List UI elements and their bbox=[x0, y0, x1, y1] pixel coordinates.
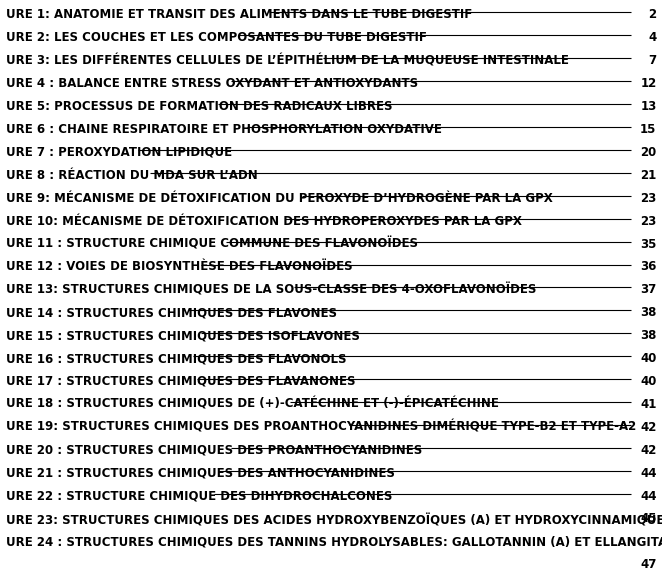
Text: 2: 2 bbox=[648, 9, 657, 21]
Text: URE 15 : STRUCTURES CHIMIQUES DES ISOFLAVONES: URE 15 : STRUCTURES CHIMIQUES DES ISOFLA… bbox=[5, 329, 359, 342]
Text: URE 10: MÉCANISME DE DÉTOXIFICATION DES HYDROPEROXYDES PAR LA GPX: URE 10: MÉCANISME DE DÉTOXIFICATION DES … bbox=[5, 215, 522, 228]
Text: URE 4 : BALANCE ENTRE STRESS OXYDANT ET ANTIOXYDANTS: URE 4 : BALANCE ENTRE STRESS OXYDANT ET … bbox=[5, 77, 418, 90]
Text: 35: 35 bbox=[640, 237, 657, 250]
Text: URE 14 : STRUCTURES CHIMIQUES DES FLAVONES: URE 14 : STRUCTURES CHIMIQUES DES FLAVON… bbox=[5, 306, 336, 319]
Text: URE 13: STRUCTURES CHIMIQUES DE LA SOUS-CLASSE DES 4-OXOFLAVONOÏDES: URE 13: STRUCTURES CHIMIQUES DE LA SOUS-… bbox=[5, 283, 536, 296]
Text: URE 18 : STRUCTURES CHIMIQUES DE (+)-CATÉCHINE ET (-)-ÉPICATÉCHINE: URE 18 : STRUCTURES CHIMIQUES DE (+)-CAT… bbox=[5, 398, 498, 411]
Text: URE 12 : VOIES DE BIOSYNTHÈSE DES FLAVONOÏDES: URE 12 : VOIES DE BIOSYNTHÈSE DES FLAVON… bbox=[5, 261, 352, 274]
Text: URE 18 : STRUCTURES CHIMIQUES DE (+)-CATÉCHINE ET (-)-ÉPICATÉCHINE: URE 18 : STRUCTURES CHIMIQUES DE (+)-CAT… bbox=[5, 398, 498, 411]
Text: URE 11 : STRUCTURE CHIMIQUE COMMUNE DES FLAVONOÏDES: URE 11 : STRUCTURE CHIMIQUE COMMUNE DES … bbox=[5, 237, 418, 250]
Text: URE 5: PROCESSUS DE FORMATION DES RADICAUX LIBRES: URE 5: PROCESSUS DE FORMATION DES RADICA… bbox=[5, 100, 392, 113]
Text: URE 16 : STRUCTURES CHIMIQUES DES FLAVONOLS: URE 16 : STRUCTURES CHIMIQUES DES FLAVON… bbox=[5, 352, 346, 365]
Text: URE 7 : PEROXYDATION LIPIDIQUE: URE 7 : PEROXYDATION LIPIDIQUE bbox=[5, 146, 232, 159]
Text: 42: 42 bbox=[640, 444, 657, 457]
Text: 40: 40 bbox=[640, 352, 657, 365]
Text: URE 1: ANATOMIE ET TRANSIT DES ALIMENTS DANS LE TUBE DIGESTIF: URE 1: ANATOMIE ET TRANSIT DES ALIMENTS … bbox=[5, 9, 472, 21]
Text: URE 2: LES COUCHES ET LES COMPOSANTES DU TUBE DIGESTIF: URE 2: LES COUCHES ET LES COMPOSANTES DU… bbox=[5, 31, 426, 44]
Text: URE 24 : STRUCTURES CHIMIQUES DES TANNINS HYDROLYSABLES: GALLOTANNIN (A) ET ELLA: URE 24 : STRUCTURES CHIMIQUES DES TANNIN… bbox=[5, 535, 662, 549]
Text: URE 16 : STRUCTURES CHIMIQUES DES FLAVONOLS: URE 16 : STRUCTURES CHIMIQUES DES FLAVON… bbox=[5, 352, 346, 365]
Text: 47: 47 bbox=[640, 558, 657, 569]
Text: URE 9: MÉCANISME DE DÉTOXIFICATION DU PEROXYDE D’HYDROGÈNE PAR LA GPX: URE 9: MÉCANISME DE DÉTOXIFICATION DU PE… bbox=[5, 192, 552, 205]
Text: URE 3: LES DIFFÉRENTES CELLULES DE L’ÉPITHÉLIUM DE LA MUQUEUSE INTESTINALE: URE 3: LES DIFFÉRENTES CELLULES DE L’ÉPI… bbox=[5, 54, 569, 67]
Text: 38: 38 bbox=[640, 306, 657, 319]
Text: 36: 36 bbox=[640, 261, 657, 274]
Text: URE 19: STRUCTURES CHIMIQUES DES PROANTHOCYANIDINES DIMÉRIQUE TYPE-B2 ET TYPE-A2: URE 19: STRUCTURES CHIMIQUES DES PROANTH… bbox=[5, 421, 636, 434]
Text: 41: 41 bbox=[640, 398, 657, 411]
Text: 42: 42 bbox=[640, 421, 657, 434]
Text: URE 8 : RÉACTION DU MDA SUR L’ADN: URE 8 : RÉACTION DU MDA SUR L’ADN bbox=[5, 169, 258, 182]
Text: 38: 38 bbox=[640, 329, 657, 342]
Text: 23: 23 bbox=[640, 215, 657, 228]
Text: URE 22 : STRUCTURE CHIMIQUE DES DIHYDROCHALCONES: URE 22 : STRUCTURE CHIMIQUE DES DIHYDROC… bbox=[5, 489, 392, 502]
Text: URE 9: MÉCANISME DE DÉTOXIFICATION DU PEROXYDE D’HYDROGÈNE PAR LA GPX: URE 9: MÉCANISME DE DÉTOXIFICATION DU PE… bbox=[5, 192, 552, 205]
Text: URE 6 : CHAINE RESPIRATOIRE ET PHOSPHORYLATION OXYDATIVE: URE 6 : CHAINE RESPIRATOIRE ET PHOSPHORY… bbox=[5, 123, 442, 136]
Text: URE 21 : STRUCTURES CHIMIQUES DES ANTHOCYANIDINES: URE 21 : STRUCTURES CHIMIQUES DES ANTHOC… bbox=[5, 467, 395, 480]
Text: 13: 13 bbox=[640, 100, 657, 113]
Text: 7: 7 bbox=[648, 54, 657, 67]
Text: URE 21 : STRUCTURES CHIMIQUES DES ANTHOCYANIDINES: URE 21 : STRUCTURES CHIMIQUES DES ANTHOC… bbox=[5, 467, 395, 480]
Text: 44: 44 bbox=[640, 489, 657, 502]
Text: URE 22 : STRUCTURE CHIMIQUE DES DIHYDROCHALCONES: URE 22 : STRUCTURE CHIMIQUE DES DIHYDROC… bbox=[5, 489, 392, 502]
Text: URE 17 : STRUCTURES CHIMIQUES DES FLAVANONES: URE 17 : STRUCTURES CHIMIQUES DES FLAVAN… bbox=[5, 375, 355, 388]
Text: URE 11 : STRUCTURE CHIMIQUE COMMUNE DES FLAVONOÏDES: URE 11 : STRUCTURE CHIMIQUE COMMUNE DES … bbox=[5, 237, 418, 250]
Text: 12: 12 bbox=[640, 77, 657, 90]
Text: 15: 15 bbox=[640, 123, 657, 136]
Text: URE 12 : VOIES DE BIOSYNTHÈSE DES FLAVONOÏDES: URE 12 : VOIES DE BIOSYNTHÈSE DES FLAVON… bbox=[5, 261, 352, 274]
Text: URE 10: MÉCANISME DE DÉTOXIFICATION DES HYDROPEROXYDES PAR LA GPX: URE 10: MÉCANISME DE DÉTOXIFICATION DES … bbox=[5, 215, 522, 228]
Text: 44: 44 bbox=[640, 467, 657, 480]
Text: URE 4 : BALANCE ENTRE STRESS OXYDANT ET ANTIOXYDANTS: URE 4 : BALANCE ENTRE STRESS OXYDANT ET … bbox=[5, 77, 418, 90]
Text: URE 3: LES DIFFÉRENTES CELLULES DE L’ÉPITHÉLIUM DE LA MUQUEUSE INTESTINALE: URE 3: LES DIFFÉRENTES CELLULES DE L’ÉPI… bbox=[5, 54, 569, 67]
Text: URE 20 : STRUCTURES CHIMIQUES DES PROANTHOCYANIDINES: URE 20 : STRUCTURES CHIMIQUES DES PROANT… bbox=[5, 444, 422, 457]
Text: URE 17 : STRUCTURES CHIMIQUES DES FLAVANONES: URE 17 : STRUCTURES CHIMIQUES DES FLAVAN… bbox=[5, 375, 355, 388]
Text: URE 13: STRUCTURES CHIMIQUES DE LA SOUS-CLASSE DES 4-OXOFLAVONOÏDES: URE 13: STRUCTURES CHIMIQUES DE LA SOUS-… bbox=[5, 283, 536, 296]
Text: URE 23: STRUCTURES CHIMIQUES DES ACIDES HYDROXYBENZOÏQUES (A) ET HYDROXYCINNAMIQ: URE 23: STRUCTURES CHIMIQUES DES ACIDES … bbox=[5, 513, 662, 527]
Text: URE 8 : RÉACTION DU MDA SUR L’ADN: URE 8 : RÉACTION DU MDA SUR L’ADN bbox=[5, 169, 258, 182]
Text: URE 14 : STRUCTURES CHIMIQUES DES FLAVONES: URE 14 : STRUCTURES CHIMIQUES DES FLAVON… bbox=[5, 306, 336, 319]
Text: URE 1: ANATOMIE ET TRANSIT DES ALIMENTS DANS LE TUBE DIGESTIF: URE 1: ANATOMIE ET TRANSIT DES ALIMENTS … bbox=[5, 9, 472, 21]
Text: 37: 37 bbox=[640, 283, 657, 296]
Text: URE 6 : CHAINE RESPIRATOIRE ET PHOSPHORYLATION OXYDATIVE: URE 6 : CHAINE RESPIRATOIRE ET PHOSPHORY… bbox=[5, 123, 442, 136]
Text: 20: 20 bbox=[640, 146, 657, 159]
Text: 40: 40 bbox=[640, 375, 657, 388]
Text: 21: 21 bbox=[640, 169, 657, 182]
Text: URE 19: STRUCTURES CHIMIQUES DES PROANTHOCYANIDINES DIMÉRIQUE TYPE-B2 ET TYPE-A2: URE 19: STRUCTURES CHIMIQUES DES PROANTH… bbox=[5, 421, 636, 434]
Text: URE 7 : PEROXYDATION LIPIDIQUE: URE 7 : PEROXYDATION LIPIDIQUE bbox=[5, 146, 232, 159]
Text: URE 2: LES COUCHES ET LES COMPOSANTES DU TUBE DIGESTIF: URE 2: LES COUCHES ET LES COMPOSANTES DU… bbox=[5, 31, 426, 44]
Text: 23: 23 bbox=[640, 192, 657, 205]
Text: URE 5: PROCESSUS DE FORMATION DES RADICAUX LIBRES: URE 5: PROCESSUS DE FORMATION DES RADICA… bbox=[5, 100, 392, 113]
Text: URE 20 : STRUCTURES CHIMIQUES DES PROANTHOCYANIDINES: URE 20 : STRUCTURES CHIMIQUES DES PROANT… bbox=[5, 444, 422, 457]
Text: 45: 45 bbox=[640, 513, 657, 526]
Text: URE 15 : STRUCTURES CHIMIQUES DES ISOFLAVONES: URE 15 : STRUCTURES CHIMIQUES DES ISOFLA… bbox=[5, 329, 359, 342]
Text: 4: 4 bbox=[648, 31, 657, 44]
